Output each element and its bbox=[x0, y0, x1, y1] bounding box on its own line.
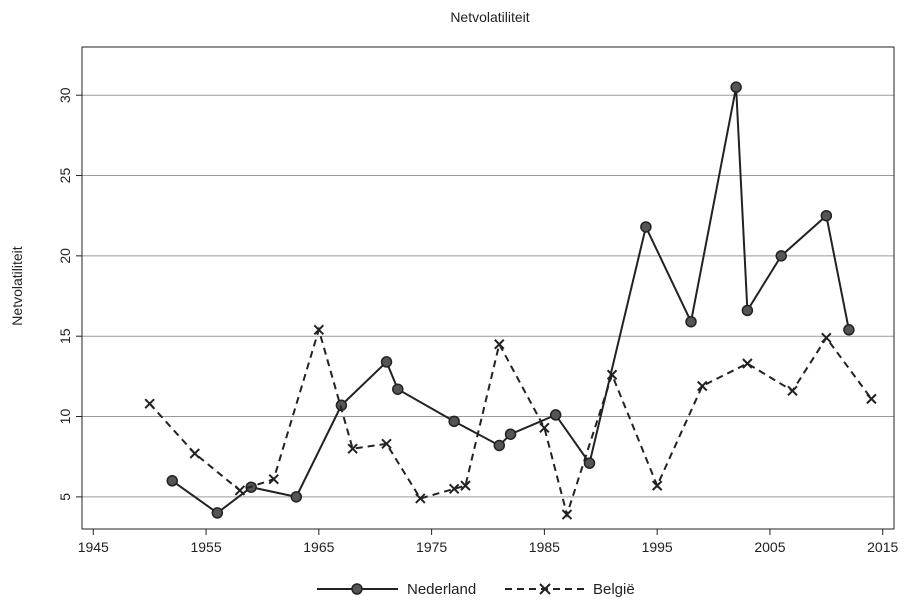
y-tick-label: 15 bbox=[57, 328, 73, 344]
data-point-nederland bbox=[290, 491, 303, 503]
x-tick-label: 2005 bbox=[754, 539, 785, 555]
data-point-nederland bbox=[775, 250, 787, 262]
legend-marker-belgie bbox=[539, 583, 551, 595]
data-point-nederland bbox=[493, 439, 506, 452]
y-axis: 5 10 15 20 25 30 bbox=[57, 47, 83, 529]
data-point-nederland bbox=[685, 315, 697, 328]
series-nederland bbox=[166, 81, 855, 519]
data-point-belgie bbox=[460, 480, 471, 491]
x-tick-label: 1965 bbox=[303, 539, 334, 555]
plot-frame bbox=[81, 46, 895, 530]
series-layer bbox=[144, 81, 877, 520]
data-point-nederland bbox=[583, 457, 596, 469]
legend-label-nederland: Nederland bbox=[407, 581, 476, 598]
data-point-belgie bbox=[787, 385, 798, 397]
y-tick-label: 25 bbox=[57, 168, 73, 184]
data-point-belgie bbox=[189, 448, 200, 459]
data-point-belgie bbox=[448, 483, 460, 495]
data-point-belgie bbox=[313, 324, 325, 335]
y-tick-label: 10 bbox=[57, 409, 73, 425]
data-point-belgie bbox=[821, 332, 832, 344]
legend-item-nederland: Nederland bbox=[317, 581, 476, 598]
data-point-nederland bbox=[549, 409, 562, 421]
data-point-nederland bbox=[448, 415, 460, 428]
legend-item-belgie: België bbox=[505, 581, 635, 598]
data-point-belgie bbox=[234, 485, 246, 496]
data-point-nederland bbox=[392, 383, 404, 395]
y-tick-label: 5 bbox=[57, 493, 73, 501]
y-tick-label: 20 bbox=[57, 248, 73, 264]
y-axis-title: Netvolatiliteit bbox=[9, 246, 25, 325]
x-tick-label: 1945 bbox=[78, 539, 109, 555]
data-point-belgie bbox=[494, 339, 505, 350]
data-point-belgie bbox=[415, 493, 426, 504]
data-point-nederland bbox=[166, 475, 178, 487]
data-point-belgie bbox=[539, 422, 550, 433]
x-tick-label: 1985 bbox=[529, 539, 560, 555]
data-point-nederland bbox=[640, 221, 652, 233]
data-point-nederland bbox=[730, 81, 742, 93]
series-line-nederland bbox=[171, 86, 850, 515]
data-point-belgie bbox=[742, 358, 753, 369]
x-tick-label: 1995 bbox=[642, 539, 673, 555]
x-tick-label: 1975 bbox=[416, 539, 447, 555]
data-point-nederland bbox=[211, 507, 224, 519]
x-tick-label: 1955 bbox=[190, 539, 221, 555]
data-point-nederland bbox=[741, 304, 754, 317]
legend-label-belgie: België bbox=[593, 581, 635, 598]
series-line-belgie bbox=[148, 326, 873, 519]
x-axis: 1945 1955 1965 1975 1985 1995 2005 2015 bbox=[78, 528, 899, 555]
data-point-belgie bbox=[606, 369, 618, 380]
legend-marker-nederland bbox=[351, 583, 363, 595]
data-point-nederland bbox=[843, 324, 855, 336]
data-point-nederland bbox=[820, 209, 833, 222]
series-belgie bbox=[144, 324, 877, 520]
data-point-belgie bbox=[561, 509, 573, 520]
data-point-nederland bbox=[504, 428, 517, 440]
data-point-belgie bbox=[381, 438, 392, 450]
data-point-belgie bbox=[144, 398, 155, 409]
data-point-belgie bbox=[347, 443, 358, 454]
data-point-belgie bbox=[697, 380, 708, 392]
data-point-belgie bbox=[651, 480, 663, 491]
data-point-belgie bbox=[866, 393, 877, 405]
x-tick-label: 2015 bbox=[867, 539, 898, 555]
y-tick-label: 30 bbox=[57, 87, 73, 103]
data-point-nederland bbox=[380, 356, 393, 368]
gridlines bbox=[82, 94, 894, 498]
legend: Nederland België bbox=[317, 581, 635, 598]
data-point-belgie bbox=[268, 473, 279, 485]
chart-title: Netvolatiliteit bbox=[450, 9, 529, 25]
